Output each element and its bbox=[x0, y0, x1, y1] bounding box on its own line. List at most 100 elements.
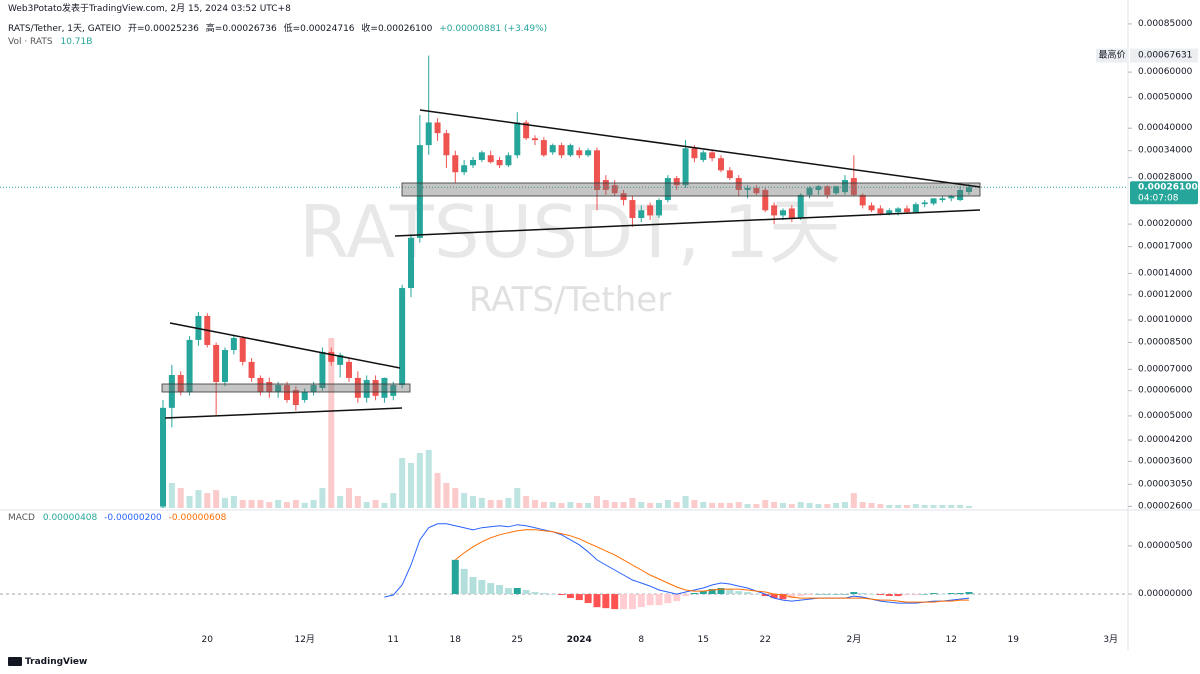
macd-histogram-bar bbox=[956, 593, 964, 595]
volume-bar bbox=[354, 496, 361, 508]
candle-body bbox=[345, 361, 352, 378]
candle-body bbox=[549, 145, 556, 153]
macd-histogram-bar bbox=[841, 594, 849, 595]
macd-histogram-bar bbox=[611, 594, 619, 610]
candle-body bbox=[930, 198, 937, 204]
candle-body bbox=[868, 205, 875, 211]
candle-body bbox=[602, 180, 609, 190]
macd-histogram-bar bbox=[478, 579, 486, 595]
volume-bar bbox=[868, 502, 875, 508]
macd-histogram-bar bbox=[859, 593, 867, 595]
macd-histogram-bar bbox=[814, 594, 822, 595]
volume-bar bbox=[921, 505, 928, 508]
x-tick-label: 3月 bbox=[1103, 634, 1118, 645]
macd-histogram-bar bbox=[584, 594, 592, 604]
last-price-box bbox=[1130, 181, 1198, 205]
candle-body bbox=[824, 186, 831, 195]
symbol-legend: RATS/Tether, 1天, GATEIO 开=0.00025236 高=0… bbox=[8, 22, 547, 34]
macd-histogram-bar bbox=[682, 594, 690, 597]
volume-bar bbox=[345, 488, 352, 508]
candle-body bbox=[797, 194, 804, 219]
macd-histogram-bar bbox=[735, 591, 743, 595]
candle-body bbox=[850, 178, 857, 195]
candle-body bbox=[328, 351, 335, 362]
high-value: 0.00067631 bbox=[1138, 51, 1192, 61]
candle-body bbox=[912, 204, 919, 213]
volume-bar bbox=[434, 472, 441, 508]
volume-bar bbox=[620, 502, 627, 508]
volume-bar bbox=[452, 488, 459, 508]
candle-body bbox=[620, 193, 627, 201]
ohlc-close: 收=0.00026100 bbox=[361, 22, 432, 34]
x-tick-label: 22 bbox=[760, 635, 771, 645]
x-tick-label: 2024 bbox=[567, 635, 592, 645]
candle-body bbox=[877, 208, 884, 214]
candle-body bbox=[443, 133, 450, 156]
volume-bar bbox=[239, 499, 246, 508]
volume-bar bbox=[939, 505, 946, 508]
y-tick-label: 0.00017000 bbox=[1138, 242, 1193, 252]
volume-bar bbox=[965, 506, 972, 508]
volume-bar bbox=[602, 499, 609, 508]
volume-bar bbox=[735, 502, 742, 508]
volume-bar bbox=[248, 499, 255, 508]
y-tick-label: 0.00004200 bbox=[1138, 435, 1193, 445]
macd-histogram-bar bbox=[868, 594, 876, 595]
volume-bar bbox=[195, 490, 202, 508]
volume-bar bbox=[319, 488, 326, 508]
volume-bar bbox=[744, 504, 751, 508]
candle-body bbox=[505, 155, 512, 166]
candle-body bbox=[735, 178, 742, 190]
macd-histogram-bar bbox=[664, 594, 672, 604]
macd-histogram-bar bbox=[770, 594, 778, 599]
y-tick-label: 0.00007000 bbox=[1138, 364, 1193, 374]
candle-body bbox=[815, 186, 822, 190]
candle-body bbox=[487, 155, 494, 163]
high-title: 最高价 bbox=[1098, 49, 1125, 61]
trend-line bbox=[164, 407, 403, 419]
volume-bar bbox=[753, 504, 760, 508]
change: +0.00000881 (+3.49%) bbox=[439, 24, 547, 34]
candle-body bbox=[230, 338, 237, 351]
y-tick-label: 0.00002600 bbox=[1138, 501, 1193, 511]
y-tick-label: 0.00005000 bbox=[1138, 411, 1193, 421]
macd-histogram-bar bbox=[496, 585, 504, 595]
candle-body bbox=[461, 165, 468, 173]
macd-histogram-bar bbox=[938, 594, 946, 595]
volume-legend: Vol · RATS 10.71B bbox=[8, 37, 92, 47]
x-tick-label: 2月 bbox=[846, 634, 861, 645]
candle-body bbox=[691, 148, 698, 159]
volume-bar bbox=[505, 497, 512, 508]
x-tick-label: 20 bbox=[202, 635, 214, 645]
macd-histogram-bar bbox=[779, 594, 787, 600]
volume-bar bbox=[283, 502, 290, 508]
volume-bar bbox=[726, 502, 733, 508]
candle-body bbox=[177, 375, 184, 392]
macd-histogram-bar bbox=[540, 593, 548, 595]
volume-bar bbox=[673, 502, 680, 508]
volume-bar bbox=[762, 499, 769, 508]
candle-body bbox=[239, 338, 246, 362]
volume-bar bbox=[815, 504, 822, 508]
volume-bar bbox=[682, 496, 689, 508]
volume-bar bbox=[717, 502, 724, 508]
macd-histogram-bar bbox=[549, 594, 557, 595]
candle-body bbox=[531, 138, 538, 141]
volume-bar bbox=[886, 505, 893, 508]
macd-histogram-bar bbox=[690, 593, 698, 595]
candle-body bbox=[629, 200, 636, 219]
y-tick-label: 0.00012000 bbox=[1138, 290, 1193, 300]
volume-bar bbox=[328, 338, 335, 508]
macd-histogram-bar bbox=[930, 593, 938, 595]
volume-bar bbox=[372, 499, 379, 508]
candle-body bbox=[682, 148, 689, 186]
macd-histogram-bar bbox=[655, 594, 663, 606]
volume-bar bbox=[647, 502, 654, 508]
volume-bar bbox=[664, 499, 671, 508]
price-pane bbox=[0, 55, 1128, 508]
candle-body bbox=[788, 208, 795, 219]
candle-body bbox=[593, 150, 600, 190]
candle-body bbox=[425, 122, 432, 146]
candle-body bbox=[664, 178, 671, 201]
candle-body bbox=[540, 140, 547, 156]
